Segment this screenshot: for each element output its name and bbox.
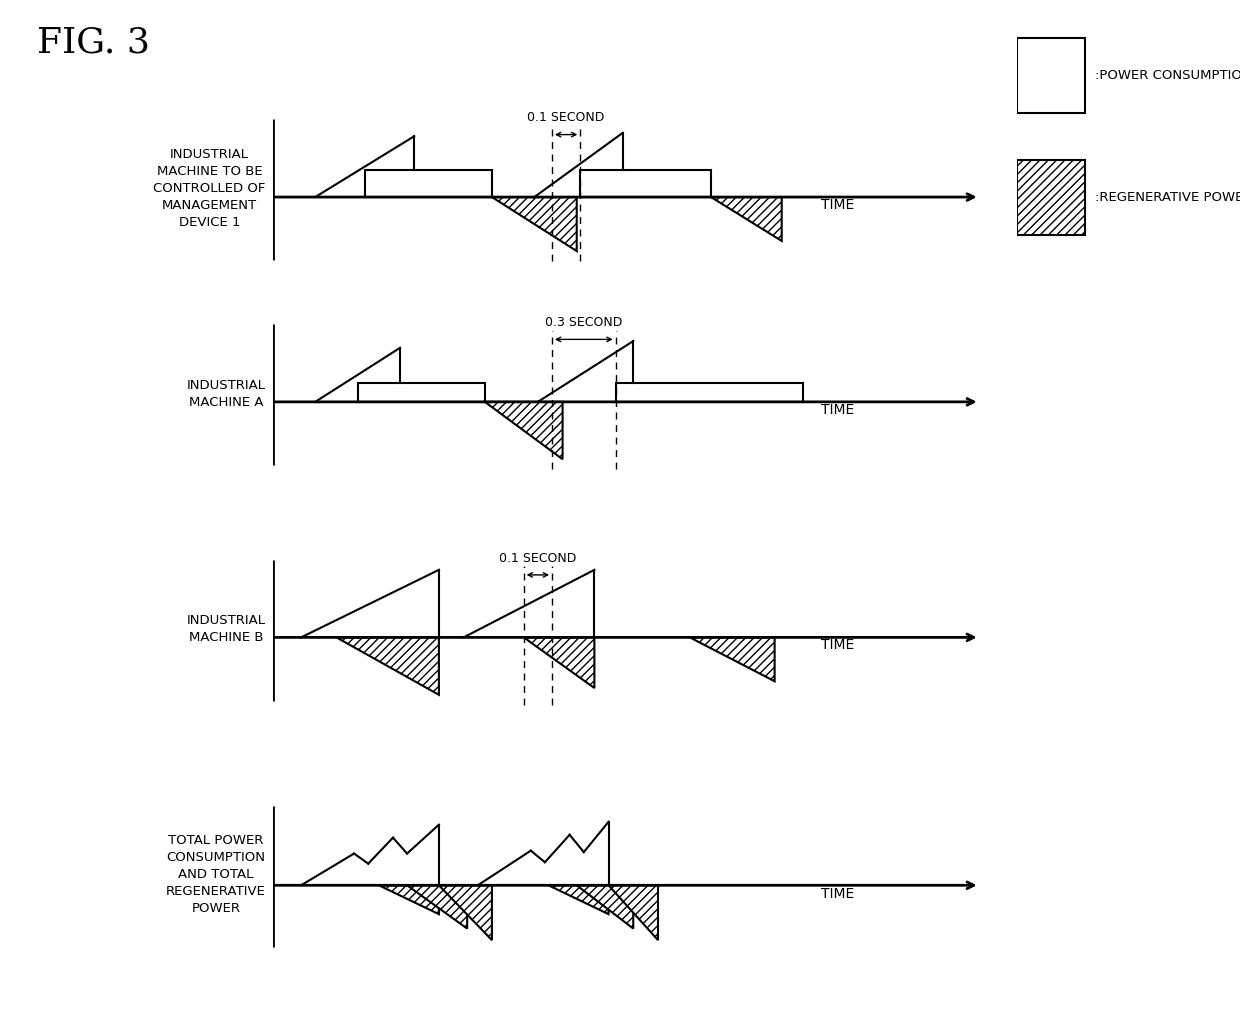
Bar (615, 383, 804, 401)
Text: TIME: TIME (821, 198, 854, 212)
Polygon shape (609, 886, 658, 940)
Text: INDUSTRIAL
MACHINE TO BE
CONTROLLED OF
MANAGEMENT
DEVICE 1: INDUSTRIAL MACHINE TO BE CONTROLLED OF M… (154, 148, 265, 229)
Polygon shape (523, 637, 594, 688)
Polygon shape (379, 886, 439, 914)
Text: FIG. 3: FIG. 3 (37, 26, 150, 59)
Text: :REGENERATIVE POWER: :REGENERATIVE POWER (1095, 190, 1240, 204)
Text: TIME: TIME (821, 402, 854, 417)
Bar (580, 170, 711, 197)
Bar (1017, 160, 1085, 234)
Text: 0.1 SECOND: 0.1 SECOND (527, 112, 605, 125)
Text: TIME: TIME (821, 887, 854, 901)
Polygon shape (689, 637, 775, 681)
Text: TIME: TIME (821, 638, 854, 652)
Text: INDUSTRIAL
MACHINE B: INDUSTRIAL MACHINE B (187, 614, 265, 644)
Polygon shape (577, 886, 634, 929)
Bar (365, 170, 492, 197)
Polygon shape (485, 401, 563, 460)
Text: :POWER CONSUMPTION: :POWER CONSUMPTION (1095, 69, 1240, 82)
Polygon shape (548, 886, 609, 914)
Text: 0.1 SECOND: 0.1 SECOND (500, 552, 577, 565)
Polygon shape (492, 197, 577, 251)
Polygon shape (336, 637, 439, 695)
Text: TOTAL POWER
CONSUMPTION
AND TOTAL
REGENERATIVE
POWER: TOTAL POWER CONSUMPTION AND TOTAL REGENE… (166, 835, 265, 915)
Polygon shape (439, 886, 492, 940)
Bar (1017, 38, 1085, 113)
Polygon shape (711, 197, 781, 241)
Bar (357, 383, 485, 401)
Text: 0.3 SECOND: 0.3 SECOND (546, 316, 622, 330)
Text: INDUSTRIAL
MACHINE A: INDUSTRIAL MACHINE A (187, 379, 265, 409)
Polygon shape (407, 886, 467, 929)
